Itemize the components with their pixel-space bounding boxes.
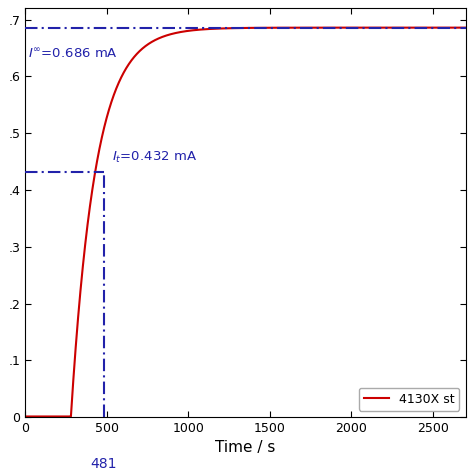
4130X st <box>191 27 196 33</box>
4130X st <box>463 25 468 30</box>
Text: 481: 481 <box>91 457 117 471</box>
Text: $I_t$=0.432 mA: $I_t$=0.432 mA <box>112 150 197 165</box>
Line: 4130X st: 4130X st <box>25 27 465 417</box>
4130X st <box>22 414 28 419</box>
Legend: 4130X st: 4130X st <box>359 388 459 411</box>
4130X st <box>384 25 390 30</box>
4130X st <box>309 25 314 30</box>
4130X st <box>351 25 357 30</box>
4130X st <box>102 120 108 126</box>
4130X st <box>286 25 292 30</box>
Text: $I^{\infty}$=0.686 mA: $I^{\infty}$=0.686 mA <box>28 48 118 62</box>
X-axis label: Time / s: Time / s <box>215 440 275 456</box>
